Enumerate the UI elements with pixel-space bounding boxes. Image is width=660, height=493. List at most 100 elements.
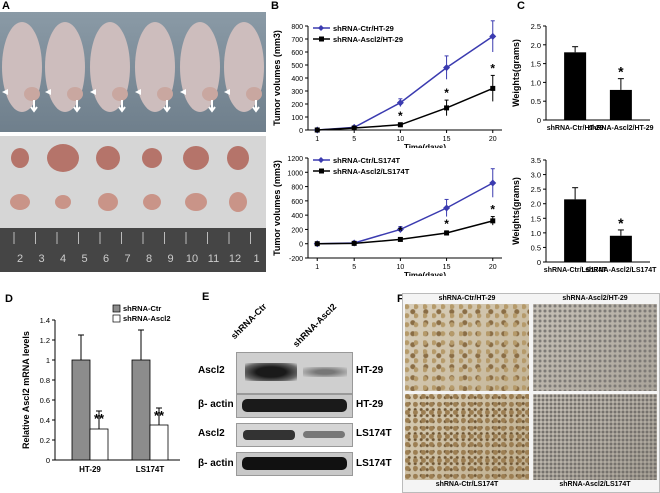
bar (609, 89, 632, 120)
blot-strip-4 (236, 452, 353, 476)
y-tick-label: 0 (537, 116, 541, 125)
blot-band (245, 363, 297, 381)
arrow-icon (73, 100, 81, 113)
ruler-number: 6 (103, 253, 109, 265)
y-tick-label: 1.5 (531, 214, 541, 223)
tumor-on-mouse (157, 87, 173, 101)
tumor-ctr (142, 148, 162, 168)
panel-label-f: F (397, 293, 404, 305)
y-tick-label: 2.0 (531, 200, 541, 209)
y-tick-label: 600 (291, 50, 303, 57)
y-tick-label: 400 (291, 76, 303, 83)
significance-star: * (618, 215, 624, 231)
significance-star: * (398, 224, 403, 238)
ruler-number: 8 (146, 253, 152, 265)
significance-star: * (490, 61, 495, 75)
ihc-image-4 (533, 394, 657, 480)
tumor-on-mouse (202, 87, 218, 101)
y-tick-label: 1 (46, 356, 50, 365)
blot-row3-protein: Ascl2 (198, 428, 225, 439)
x-axis-label: Time(days) (404, 143, 446, 148)
y-tick-label: 0 (46, 456, 50, 465)
ruler-number: 2 (17, 253, 23, 265)
y-tick-label: 700 (291, 37, 303, 44)
data-point (396, 99, 404, 107)
blot-row4-cell: LS174T (356, 458, 392, 469)
tumor-ascl2 (229, 192, 247, 212)
panel-label-a: A (2, 0, 10, 12)
blot-row1-cell: HT-29 (356, 365, 384, 376)
x-tick-label: shRNA-Ctr/HT-29 (547, 125, 604, 132)
legend-label: shRNA-Ctr/LS174T (333, 156, 401, 165)
x-tick-label: 15 (443, 264, 451, 271)
x-tick-label: 20 (489, 136, 497, 143)
y-tick-label: 100 (291, 115, 303, 122)
y-tick-label: 2.0 (531, 41, 541, 50)
significance-star: ** (94, 411, 105, 426)
data-point (314, 241, 320, 247)
blot-row4-protein: β- actin (198, 458, 234, 469)
legend-marker (319, 168, 324, 174)
blot-band (242, 457, 347, 470)
x-tick-label: HT-29 (79, 465, 101, 474)
tumor-ascl2 (143, 194, 161, 210)
chart-relative-mrna: 0 0.2 0.4 0.6 0.8 1 1.2 1.4 Relative Ascl2 mRNA … (21, 304, 180, 474)
ruler (0, 228, 266, 272)
x-tick-label: LS174T (136, 465, 165, 474)
arrow-icon (252, 100, 260, 113)
ruler-number: 3 (38, 253, 44, 265)
ruler-number: 4 (60, 253, 66, 265)
x-tick-label: 15 (443, 136, 451, 143)
legend-swatch (112, 304, 121, 313)
legend-label: shRNA-Ctr (123, 304, 161, 313)
ihc-caption-3: shRNA-Ctr/LS174T (435, 481, 499, 488)
significance-star: ** (154, 408, 165, 423)
data-point (443, 204, 451, 212)
y-tick-label: 0.2 (40, 436, 50, 445)
y-axis-label: Tumor volumes (mm3) (272, 30, 282, 126)
data-point (351, 125, 357, 131)
panel-label-d: D (5, 293, 13, 305)
significance-star: * (490, 203, 495, 217)
legend-swatch (112, 314, 121, 323)
y-tick-label: 200 (291, 102, 303, 109)
ihc-caption-1: shRNA-Ctr/HT-29 (438, 295, 496, 302)
tumor-on-mouse (112, 87, 128, 101)
y-tick-label: 2.5 (531, 185, 541, 194)
series-line (317, 87, 494, 131)
y-tick-label: 0.8 (40, 376, 50, 385)
y-tick-label: 200 (291, 227, 303, 234)
triangle-icon (45, 89, 51, 95)
y-tick-label: 400 (291, 213, 303, 220)
triangle-icon (135, 89, 141, 95)
x-tick-label: 10 (396, 264, 404, 271)
significance-star: * (444, 217, 449, 231)
tumor-on-mouse (67, 87, 83, 101)
y-tick-label: 3.5 (531, 156, 541, 165)
ruler-number: 12 (229, 253, 241, 265)
data-point (444, 105, 450, 111)
tumor-ctr (183, 146, 209, 170)
ruler-number: 11 (208, 253, 219, 265)
y-tick-label: 0.4 (40, 416, 50, 425)
data-point (396, 225, 404, 233)
series-line (317, 182, 494, 245)
y-tick-label: 0 (537, 258, 541, 267)
x-tick-label: 1 (315, 264, 319, 271)
triangle-icon (2, 89, 8, 95)
x-tick-label: shRNA-Ascl2/HT-29 (588, 125, 653, 132)
blot-row2-protein: β- actin (198, 399, 234, 410)
significance-star: * (398, 109, 403, 123)
tumor-ascl2 (10, 194, 30, 210)
mice-illustration (2, 22, 264, 113)
x-tick-label: 10 (396, 136, 404, 143)
data-point (397, 236, 403, 242)
ihc-caption-2: shRNA-Ascl2/HT-29 (562, 295, 628, 302)
tumor-on-mouse (24, 87, 40, 101)
y-tick-label: 1.0 (531, 78, 541, 87)
data-point (314, 127, 320, 133)
data-point (490, 85, 496, 91)
ruler-number: 1 (253, 253, 259, 265)
bar (149, 424, 169, 461)
